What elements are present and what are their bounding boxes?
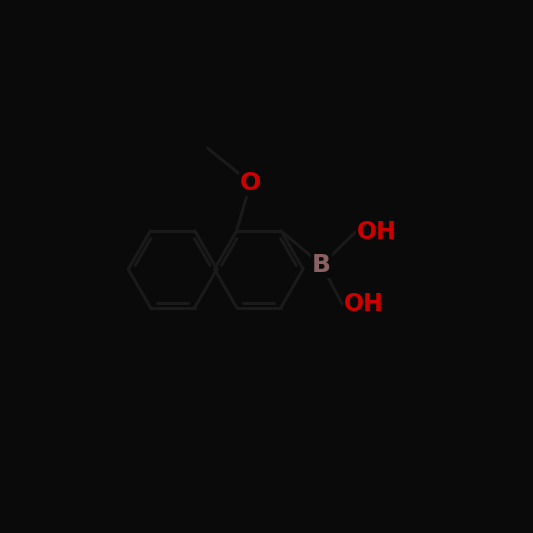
Text: OH: OH bbox=[357, 220, 397, 244]
Text: B: B bbox=[312, 253, 331, 277]
Text: O: O bbox=[240, 171, 261, 195]
Text: OH: OH bbox=[344, 292, 384, 316]
